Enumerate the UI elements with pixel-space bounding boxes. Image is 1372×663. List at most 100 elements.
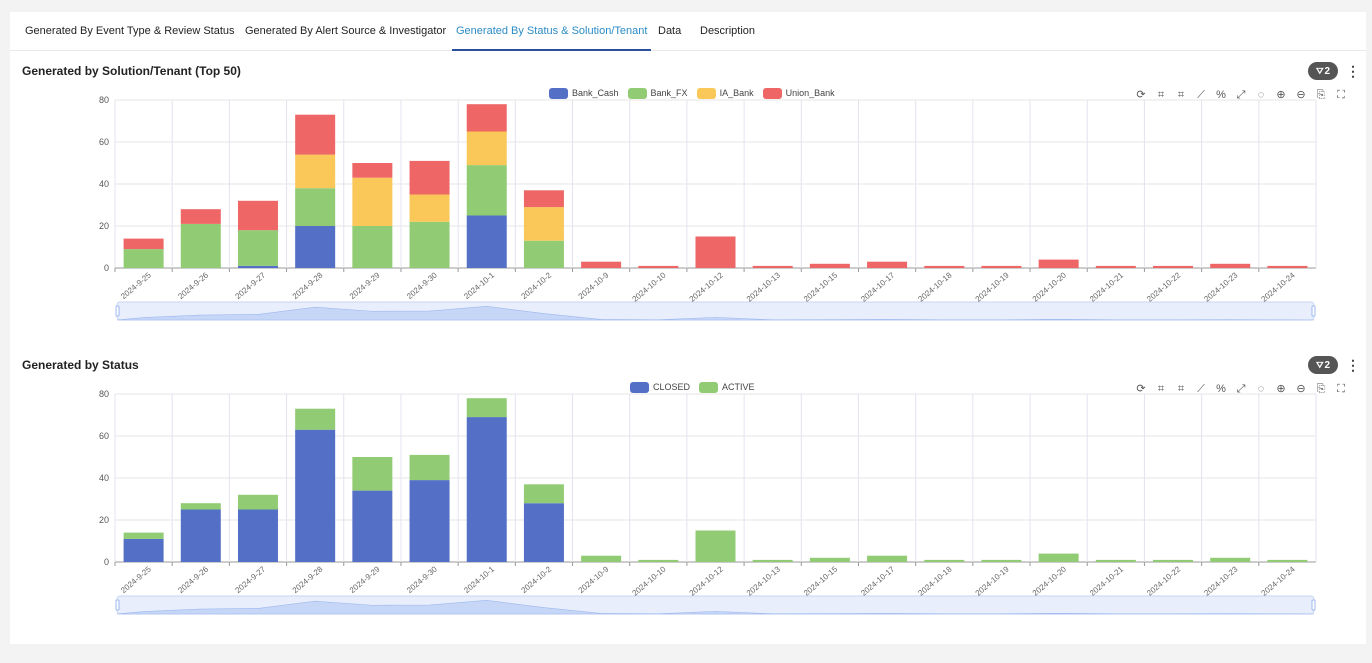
bar-segment[interactable]	[924, 265, 965, 268]
bar-segment[interactable]	[409, 480, 450, 562]
crop-reset-icon[interactable]: ⌗	[1177, 383, 1185, 395]
bar-segment[interactable]	[352, 177, 393, 226]
percent-icon[interactable]: %	[1216, 89, 1226, 101]
bar-segment[interactable]	[295, 429, 336, 562]
bar-segment[interactable]	[1095, 265, 1136, 268]
zoom-in-icon[interactable]: ⊕	[1276, 89, 1286, 101]
bar-segment[interactable]	[352, 490, 393, 562]
refresh-icon[interactable]: ⟳	[1136, 383, 1146, 395]
bar-segment[interactable]	[237, 494, 278, 510]
bar-segment[interactable]	[867, 261, 908, 268]
expand-icon[interactable]: ⤢	[1236, 383, 1246, 395]
filter-badge[interactable]: ⛛2	[1308, 62, 1338, 80]
datazoom-handle-left[interactable]	[115, 599, 120, 611]
bar-segment[interactable]	[581, 261, 622, 268]
bar-segment[interactable]	[523, 503, 564, 562]
bar-segment[interactable]	[123, 532, 164, 539]
tab-status-solution-tenant[interactable]: Generated By Status & Solution/Tenant	[451, 12, 652, 51]
bar-segment[interactable]	[295, 408, 336, 430]
bar-segment[interactable]	[581, 555, 622, 562]
bar-segment[interactable]	[981, 265, 1022, 268]
bar-segment[interactable]	[1095, 559, 1136, 562]
bar-segment[interactable]	[295, 188, 336, 226]
bar-segment[interactable]	[123, 249, 164, 268]
bar-segment[interactable]	[409, 160, 450, 195]
bar-segment[interactable]	[924, 559, 965, 562]
fullscreen-icon[interactable]: ⛶	[1337, 383, 1345, 395]
bar-segment[interactable]	[180, 503, 221, 510]
bar-segment[interactable]	[295, 114, 336, 155]
bar-segment[interactable]	[809, 557, 850, 562]
bar-segment[interactable]	[409, 221, 450, 268]
bar-segment[interactable]	[1038, 553, 1079, 562]
legend-item[interactable]: Union_Bank	[762, 87, 835, 99]
bar-segment[interactable]	[1210, 557, 1251, 562]
bar-segment[interactable]	[1267, 559, 1308, 562]
bar-segment[interactable]	[752, 559, 793, 562]
bar-segment[interactable]	[237, 509, 278, 563]
bar-segment[interactable]	[523, 190, 564, 208]
percent-icon[interactable]: %	[1216, 383, 1226, 395]
expand-icon[interactable]: ⤢	[1236, 89, 1246, 101]
more-options-icon[interactable]: ⋮	[1346, 357, 1360, 373]
legend-item[interactable]: CLOSED	[630, 381, 690, 393]
tab-description[interactable]: Description	[700, 25, 756, 37]
lasso-icon[interactable]: ◌	[1257, 89, 1265, 101]
bar-segment[interactable]	[409, 194, 450, 222]
bar-segment[interactable]	[1267, 265, 1308, 268]
bar-segment[interactable]	[466, 104, 507, 132]
bar-segment[interactable]	[695, 236, 736, 269]
legend-item[interactable]: Bank_FX	[627, 87, 688, 99]
bar-segment[interactable]	[867, 555, 908, 562]
datazoom-handle-left[interactable]	[115, 305, 120, 317]
legend-item[interactable]: ACTIVE	[699, 381, 755, 393]
more-options-icon[interactable]: ⋮	[1346, 63, 1360, 79]
bar-segment[interactable]	[352, 226, 393, 268]
bar-segment[interactable]	[237, 230, 278, 266]
line-chart-icon[interactable]: ⟋	[1197, 383, 1205, 395]
lasso-icon[interactable]: ◌	[1257, 383, 1265, 395]
bar-segment[interactable]	[523, 484, 564, 504]
bar-segment[interactable]	[180, 509, 221, 563]
crop-icon[interactable]: ⌗	[1157, 383, 1165, 395]
bar-segment[interactable]	[981, 559, 1022, 562]
tab-event-type-review-status[interactable]: Generated By Event Type & Review Status	[25, 25, 235, 37]
crop-reset-icon[interactable]: ⌗	[1177, 89, 1185, 101]
fullscreen-icon[interactable]: ⛶	[1337, 89, 1345, 101]
zoom-out-icon[interactable]: ⊖	[1296, 89, 1306, 101]
save-image-icon[interactable]: ⎘	[1316, 383, 1326, 395]
bar-segment[interactable]	[809, 263, 850, 268]
bar-segment[interactable]	[466, 215, 507, 269]
crop-icon[interactable]: ⌗	[1157, 89, 1165, 101]
filter-badge[interactable]: ⛛2	[1308, 356, 1338, 374]
bar-segment[interactable]	[295, 226, 336, 268]
bar-segment[interactable]	[409, 454, 450, 481]
bar-segment[interactable]	[180, 223, 221, 268]
bar-segment[interactable]	[295, 154, 336, 189]
save-image-icon[interactable]: ⎘	[1316, 89, 1326, 101]
bar-segment[interactable]	[1153, 559, 1194, 562]
datazoom-handle-right[interactable]	[1311, 305, 1316, 317]
bar-segment[interactable]	[180, 209, 221, 224]
line-chart-icon[interactable]: ⟋	[1197, 89, 1205, 101]
bar-segment[interactable]	[466, 417, 507, 562]
bar-segment[interactable]	[123, 238, 164, 250]
datazoom-handle-right[interactable]	[1311, 599, 1316, 611]
tab-alert-source-investigator[interactable]: Generated By Alert Source & Investigator	[245, 25, 447, 37]
bar-segment[interactable]	[237, 200, 278, 231]
zoom-out-icon[interactable]: ⊖	[1296, 383, 1306, 395]
bar-segment[interactable]	[523, 207, 564, 241]
bar-segment[interactable]	[466, 131, 507, 166]
bar-segment[interactable]	[523, 240, 564, 268]
bar-segment[interactable]	[752, 265, 793, 268]
bar-segment[interactable]	[466, 398, 507, 418]
legend-item[interactable]: Bank_Cash	[549, 87, 619, 99]
refresh-icon[interactable]: ⟳	[1136, 89, 1146, 101]
zoom-in-icon[interactable]: ⊕	[1276, 383, 1286, 395]
bar-segment[interactable]	[1210, 263, 1251, 268]
bar-segment[interactable]	[466, 165, 507, 216]
bar-segment[interactable]	[1153, 265, 1194, 268]
legend-item[interactable]: IA_Bank	[696, 87, 754, 99]
bar-segment[interactable]	[695, 530, 736, 563]
bar-segment[interactable]	[638, 265, 679, 268]
